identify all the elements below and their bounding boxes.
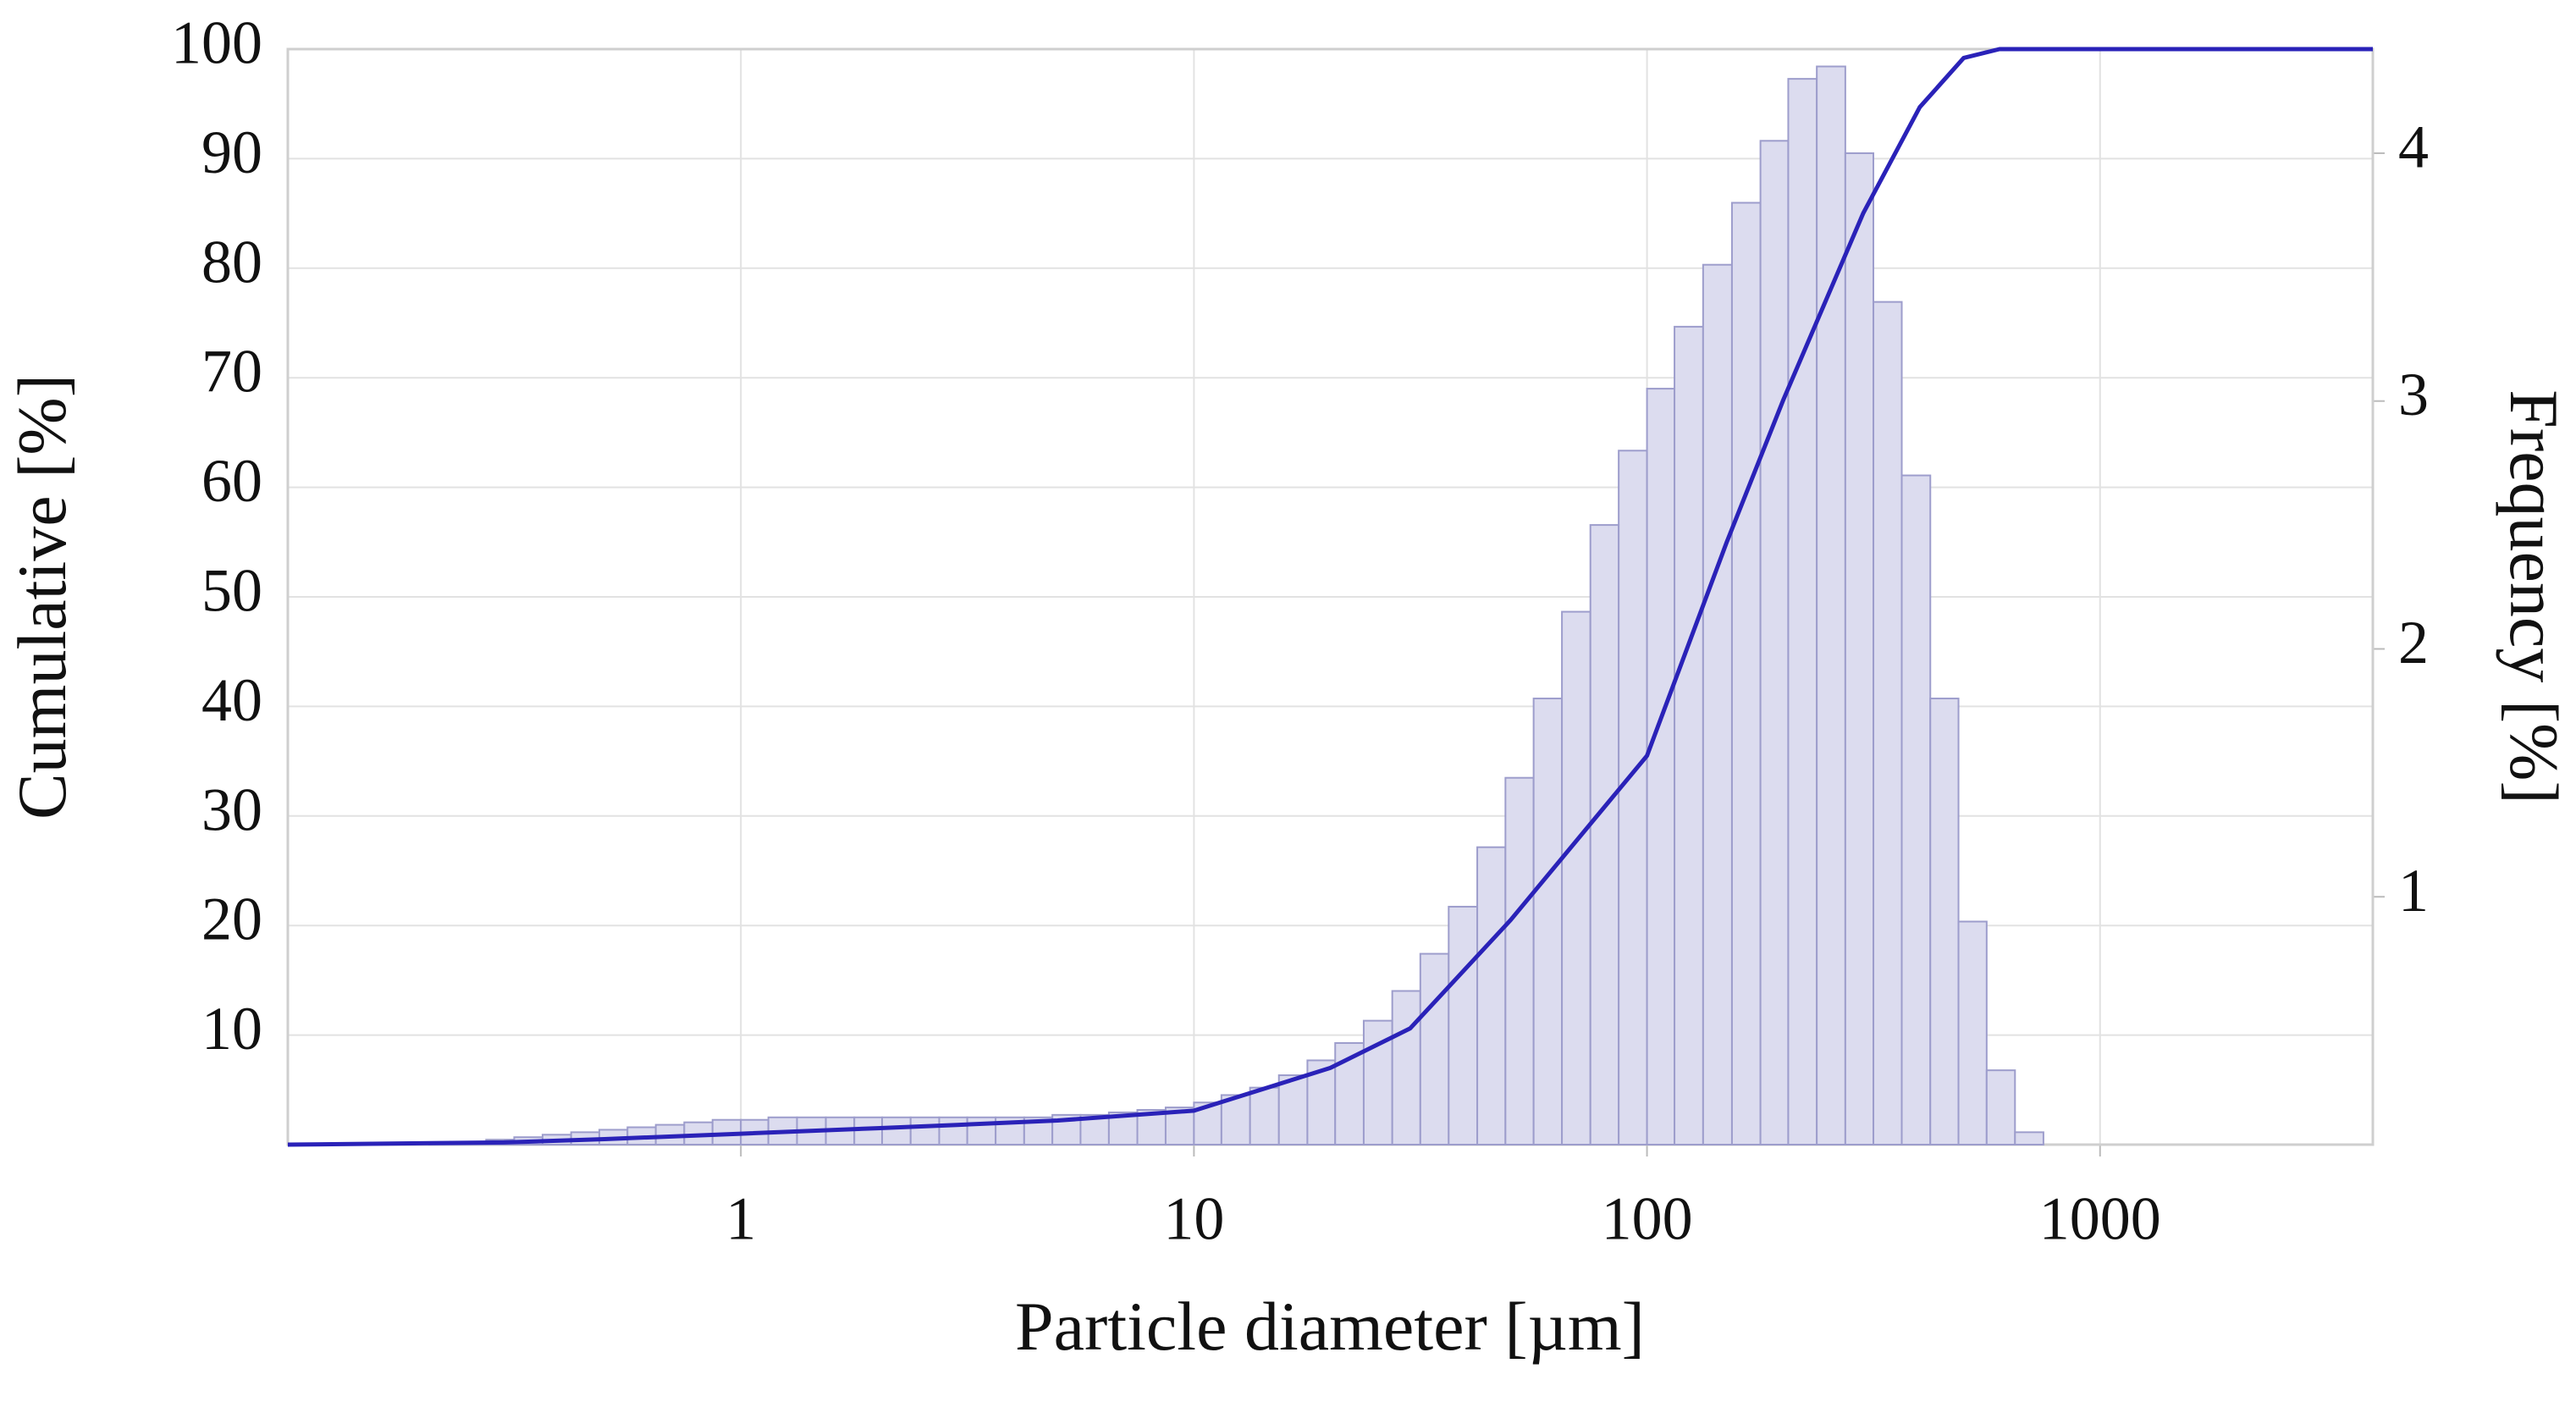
bar [1929,698,1960,1145]
bar [1476,846,1507,1146]
bar [1844,152,1875,1146]
bar [1448,905,1479,1145]
y-tick-label: 60 [201,447,262,515]
y-tick-label: 70 [201,338,262,406]
y2-tick-label: 4 [2398,113,2429,180]
bar [1985,1069,2016,1146]
x-tick-label: 1000 [2039,1185,2161,1253]
y-tick-label: 30 [201,776,262,843]
bar [1873,301,1903,1146]
bar [1504,776,1535,1145]
bar [1532,698,1564,1145]
bar [1249,1086,1280,1145]
bar [1674,325,1704,1145]
y-tick-label: 80 [201,228,262,295]
bar [1220,1094,1251,1146]
bar [1816,65,1846,1146]
bar [1391,990,1421,1145]
x-tick-label: 10 [1163,1185,1224,1253]
bar [1419,952,1450,1146]
y2-tick-label: 3 [2398,361,2429,428]
bar [938,1116,968,1146]
bar [881,1116,912,1146]
y-axis-label: Cumulative [%] [3,374,80,820]
bar [1702,263,1733,1145]
bar [2014,1131,2044,1145]
bar [1618,450,1648,1145]
x-tick-label: 100 [1602,1185,1693,1253]
y-tick-label: 20 [201,886,262,953]
bar [1646,388,1676,1146]
x-axis-label: Particle diameter [µm] [1015,1288,1645,1365]
y-tick-label: 40 [201,666,262,734]
bar [1589,524,1620,1145]
y-tick-label: 90 [201,119,262,186]
y2-axis-label: Frequency [%] [2496,389,2573,804]
y-tick-label: 50 [201,557,262,625]
bar [1561,610,1591,1145]
bar [1277,1074,1309,1145]
y-tick-label: 10 [201,995,262,1063]
bar [1759,140,1790,1145]
bar [1957,920,1988,1146]
bar [1900,474,1932,1145]
bar [1787,78,1818,1145]
bar [1730,201,1762,1145]
bar [909,1116,940,1146]
y2-tick-label: 2 [2398,609,2429,676]
y2-tick-label: 1 [2398,857,2429,925]
x-tick-label: 1 [725,1185,756,1253]
y-tick-label: 100 [171,9,262,77]
cumulative-line [287,47,2373,1147]
